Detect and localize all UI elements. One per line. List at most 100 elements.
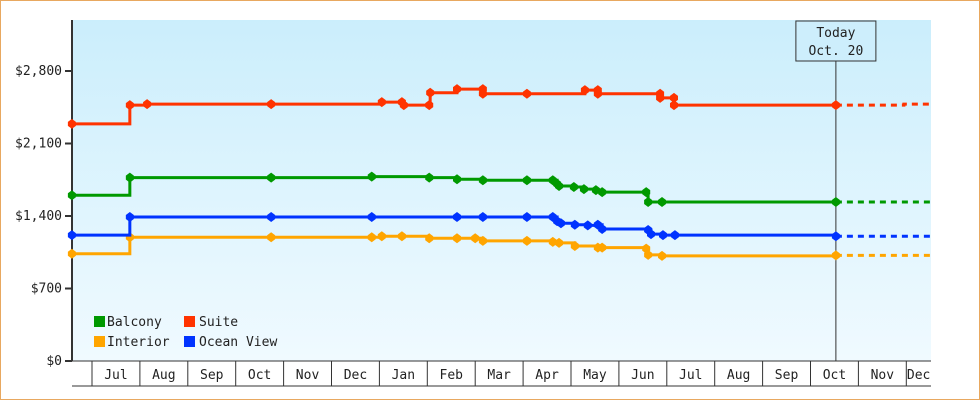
data-point-suite[interactable] xyxy=(580,85,589,96)
data-point-balcony[interactable] xyxy=(598,187,607,198)
legend-label-suite: Suite xyxy=(199,315,238,330)
legend-label-balcony: Balcony xyxy=(107,315,162,330)
data-point-suite[interactable] xyxy=(593,88,602,99)
data-point-suite[interactable] xyxy=(267,99,276,110)
data-point-balcony[interactable] xyxy=(367,171,376,182)
series-ocean-view xyxy=(67,212,932,242)
x-tick-label: Jul xyxy=(679,368,702,383)
forecast-line-suite xyxy=(835,102,933,107)
data-point-suite[interactable] xyxy=(669,92,678,103)
y-tick-label: $2,100 xyxy=(15,137,62,152)
data-point-ocean-view[interactable] xyxy=(67,230,76,241)
x-tick-label: Sep xyxy=(200,368,224,383)
data-point-interior[interactable] xyxy=(658,250,667,261)
data-point-balcony[interactable] xyxy=(555,180,564,191)
y-tick-label: $2,800 xyxy=(15,64,62,79)
data-point-suite[interactable] xyxy=(831,100,840,111)
legend-label-ocean-view: Ocean View xyxy=(199,335,277,350)
y-tick-label: $0 xyxy=(46,354,62,369)
data-point-balcony[interactable] xyxy=(478,175,487,186)
data-point-ocean-view[interactable] xyxy=(478,212,487,223)
series-interior xyxy=(67,231,932,261)
data-point-interior[interactable] xyxy=(452,233,461,244)
data-point-balcony[interactable] xyxy=(591,185,600,196)
data-point-suite[interactable] xyxy=(452,84,461,95)
legend: Balcony Suite Interior Ocean View xyxy=(94,315,277,350)
data-point-interior[interactable] xyxy=(598,242,607,253)
x-tick-label: Jul xyxy=(104,368,127,383)
data-point-interior[interactable] xyxy=(397,231,406,242)
data-point-interior[interactable] xyxy=(555,237,564,248)
legend-swatch-balcony xyxy=(94,316,105,327)
x-tick-label: Aug xyxy=(152,368,175,383)
data-point-interior[interactable] xyxy=(425,233,434,244)
data-point-interior[interactable] xyxy=(548,236,557,247)
data-point-ocean-view[interactable] xyxy=(556,218,565,229)
x-tick-label: Mar xyxy=(487,368,511,383)
data-point-ocean-view[interactable] xyxy=(267,212,276,223)
data-point-balcony[interactable] xyxy=(125,172,134,183)
data-point-ocean-view[interactable] xyxy=(598,223,607,234)
data-point-balcony[interactable] xyxy=(579,184,588,195)
data-point-interior[interactable] xyxy=(644,249,653,260)
data-point-ocean-view[interactable] xyxy=(583,220,592,231)
legend-swatch-suite xyxy=(184,316,195,327)
x-tick-label: Dec xyxy=(344,368,367,383)
x-tick-label: Nov xyxy=(296,368,320,383)
data-point-suite[interactable] xyxy=(143,99,152,110)
today-label: Today xyxy=(816,26,855,41)
x-tick-label: Aug xyxy=(727,368,750,383)
x-tick-label: May xyxy=(583,368,607,383)
data-point-interior[interactable] xyxy=(267,232,276,243)
data-point-suite[interactable] xyxy=(522,88,531,99)
data-point-balcony[interactable] xyxy=(658,197,667,208)
x-tick-label: Oct xyxy=(823,368,846,383)
data-point-interior[interactable] xyxy=(831,250,840,261)
data-point-balcony[interactable] xyxy=(425,172,434,183)
data-point-balcony[interactable] xyxy=(452,174,461,185)
data-point-suite[interactable] xyxy=(377,97,386,108)
data-point-interior[interactable] xyxy=(471,233,480,244)
data-point-suite[interactable] xyxy=(426,87,435,98)
data-point-ocean-view[interactable] xyxy=(125,212,134,223)
x-tick-label: Dec xyxy=(907,368,930,383)
data-point-interior[interactable] xyxy=(570,241,579,252)
data-point-interior[interactable] xyxy=(478,235,487,246)
y-tick-label: $700 xyxy=(31,282,62,297)
data-point-interior[interactable] xyxy=(367,232,376,243)
plot-area xyxy=(72,20,931,361)
data-point-ocean-view[interactable] xyxy=(646,229,655,240)
data-point-balcony[interactable] xyxy=(67,190,76,201)
data-point-suite[interactable] xyxy=(125,100,134,111)
data-point-ocean-view[interactable] xyxy=(570,219,579,230)
data-point-suite[interactable] xyxy=(425,100,434,111)
data-point-suite[interactable] xyxy=(478,88,487,99)
line-suite xyxy=(71,87,836,126)
legend-swatch-ocean-view xyxy=(184,336,195,347)
x-tick-label: Feb xyxy=(440,368,464,383)
data-point-suite[interactable] xyxy=(656,92,665,103)
data-point-suite[interactable] xyxy=(67,118,76,129)
data-point-ocean-view[interactable] xyxy=(670,230,679,241)
today-date: Oct. 20 xyxy=(808,44,863,59)
today-box xyxy=(795,20,877,62)
data-point-ocean-view[interactable] xyxy=(367,212,376,223)
x-axis: Jul Aug Sep Oct Nov Dec Jan Feb Mar Apr May Jun Jul A… xyxy=(72,360,931,387)
data-point-suite[interactable] xyxy=(399,100,408,111)
data-point-balcony[interactable] xyxy=(267,172,276,183)
data-point-balcony[interactable] xyxy=(569,182,578,192)
data-point-ocean-view[interactable] xyxy=(831,231,840,242)
data-point-balcony[interactable] xyxy=(644,197,653,208)
x-tick-label: Jan xyxy=(392,368,415,383)
data-point-interior[interactable] xyxy=(67,248,76,259)
data-point-balcony[interactable] xyxy=(522,175,531,186)
data-point-interior[interactable] xyxy=(522,235,531,246)
data-point-suite[interactable] xyxy=(669,100,678,111)
data-point-ocean-view[interactable] xyxy=(658,230,667,241)
data-point-interior[interactable] xyxy=(377,231,386,242)
data-point-balcony[interactable] xyxy=(831,197,840,208)
data-point-ocean-view[interactable] xyxy=(452,212,461,223)
data-point-ocean-view[interactable] xyxy=(522,212,531,223)
data-point-balcony[interactable] xyxy=(642,187,651,198)
